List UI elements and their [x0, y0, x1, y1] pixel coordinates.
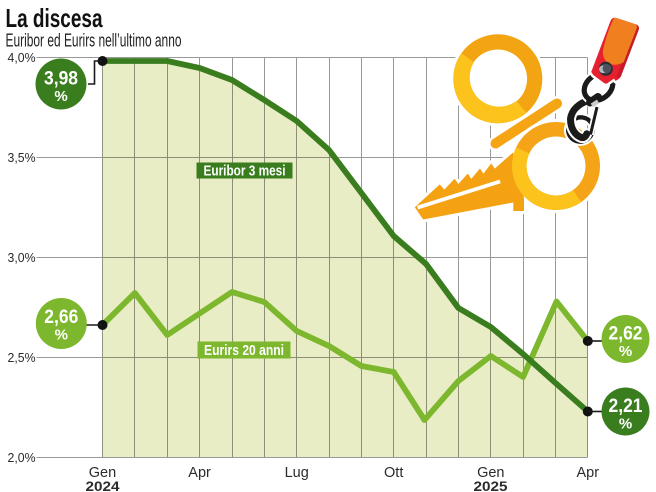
svg-text:Lug: Lug [285, 465, 309, 481]
svg-text:2,0%: 2,0% [8, 451, 36, 465]
svg-text:Gen: Gen [89, 465, 116, 481]
svg-text:2,21: 2,21 [609, 396, 643, 417]
svg-text:La discesa: La discesa [6, 3, 103, 33]
svg-text:2,62: 2,62 [609, 324, 643, 345]
svg-text:%: % [54, 88, 67, 105]
svg-text:2025: 2025 [474, 478, 508, 492]
svg-text:Eurirs 20 anni: Eurirs 20 anni [204, 342, 284, 359]
svg-text:%: % [619, 416, 632, 433]
svg-text:2,5%: 2,5% [8, 351, 36, 365]
svg-text:2024: 2024 [86, 478, 120, 492]
svg-text:%: % [619, 343, 632, 360]
svg-text:Apr: Apr [188, 465, 211, 481]
svg-text:Apr: Apr [577, 465, 600, 481]
svg-text:3,98: 3,98 [44, 69, 78, 90]
svg-text:Euribor 3 mesi: Euribor 3 mesi [204, 163, 286, 180]
svg-text:Ott: Ott [384, 465, 403, 481]
svg-text:Euribor ed Eurirs nell’ultimo: Euribor ed Eurirs nell’ultimo anno [6, 29, 182, 50]
svg-text:4,0%: 4,0% [8, 51, 36, 65]
svg-text:Gen: Gen [477, 465, 504, 481]
svg-text:3,5%: 3,5% [8, 151, 36, 165]
svg-text:2,66: 2,66 [44, 307, 78, 328]
svg-text:%: % [55, 327, 68, 344]
svg-text:3,0%: 3,0% [8, 251, 36, 265]
